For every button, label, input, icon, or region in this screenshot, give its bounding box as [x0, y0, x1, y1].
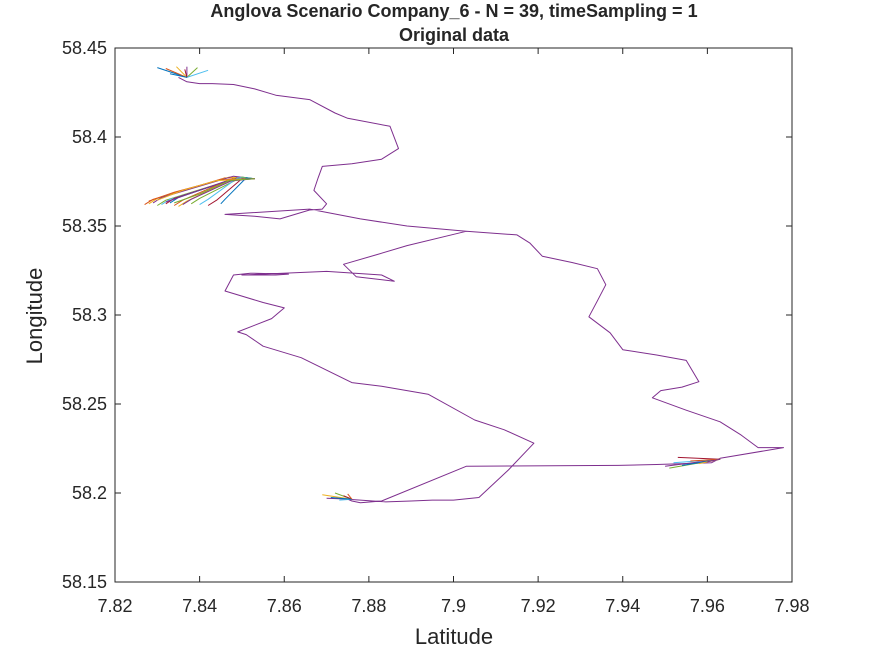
- cluster-1-series-line: [184, 69, 188, 78]
- y-tick-label: 58.25: [62, 394, 107, 414]
- x-tick-label: 7.96: [690, 596, 725, 616]
- y-axis-label: Longitude: [22, 268, 47, 365]
- cluster-1-series-line: [186, 67, 198, 78]
- y-tick-label: 58.2: [72, 483, 107, 503]
- x-tick-label: 7.88: [351, 596, 386, 616]
- main-route-line: [178, 76, 784, 504]
- x-tick-label: 7.98: [774, 596, 809, 616]
- cluster-3-series-line: [347, 493, 353, 500]
- cluster-4-series-line: [707, 458, 721, 463]
- cluster-1-series-line: [186, 69, 209, 78]
- x-axis-ticks: 7.82 7.84 7.86 7.88 7.9 7.92 7.94 7.96 7.98: [97, 48, 810, 616]
- cluster-4-series-line: [677, 456, 721, 460]
- chart-title: Anglova Scenario Company_6 - N = 39, tim…: [210, 1, 697, 21]
- y-tick-label: 58.4: [72, 127, 107, 147]
- x-tick-label: 7.94: [605, 596, 640, 616]
- x-tick-label: 7.92: [521, 596, 556, 616]
- x-axis-label: Latitude: [415, 624, 493, 649]
- x-tick-label: 7.82: [97, 596, 132, 616]
- cluster-3-series-line: [330, 497, 352, 500]
- series-layer: [144, 66, 784, 504]
- y-tick-label: 58.15: [62, 572, 107, 592]
- x-tick-label: 7.9: [441, 596, 466, 616]
- cluster-4-series-line: [690, 458, 721, 462]
- y-axis-ticks: 58.15 58.2 58.25 58.3 58.35 58.4 58.45: [62, 38, 792, 592]
- axes-box: [114, 47, 793, 583]
- chart-subtitle: Original data: [399, 25, 510, 45]
- y-tick-label: 58.35: [62, 216, 107, 236]
- x-tick-label: 7.84: [182, 596, 217, 616]
- cluster-1-series-line: [176, 66, 188, 78]
- cluster-2-series-line: [174, 178, 255, 204]
- plot-area: 7.82 7.84 7.86 7.88 7.9 7.92 7.94 7.96 7.98 58.1…: [62, 38, 810, 616]
- x-tick-label: 7.86: [267, 596, 302, 616]
- cluster-1-series-line: [165, 68, 188, 78]
- y-tick-label: 58.3: [72, 305, 107, 325]
- cluster-2-series-line: [220, 177, 255, 205]
- cluster-1-series-line: [169, 73, 188, 78]
- y-tick-label: 58.45: [62, 38, 107, 58]
